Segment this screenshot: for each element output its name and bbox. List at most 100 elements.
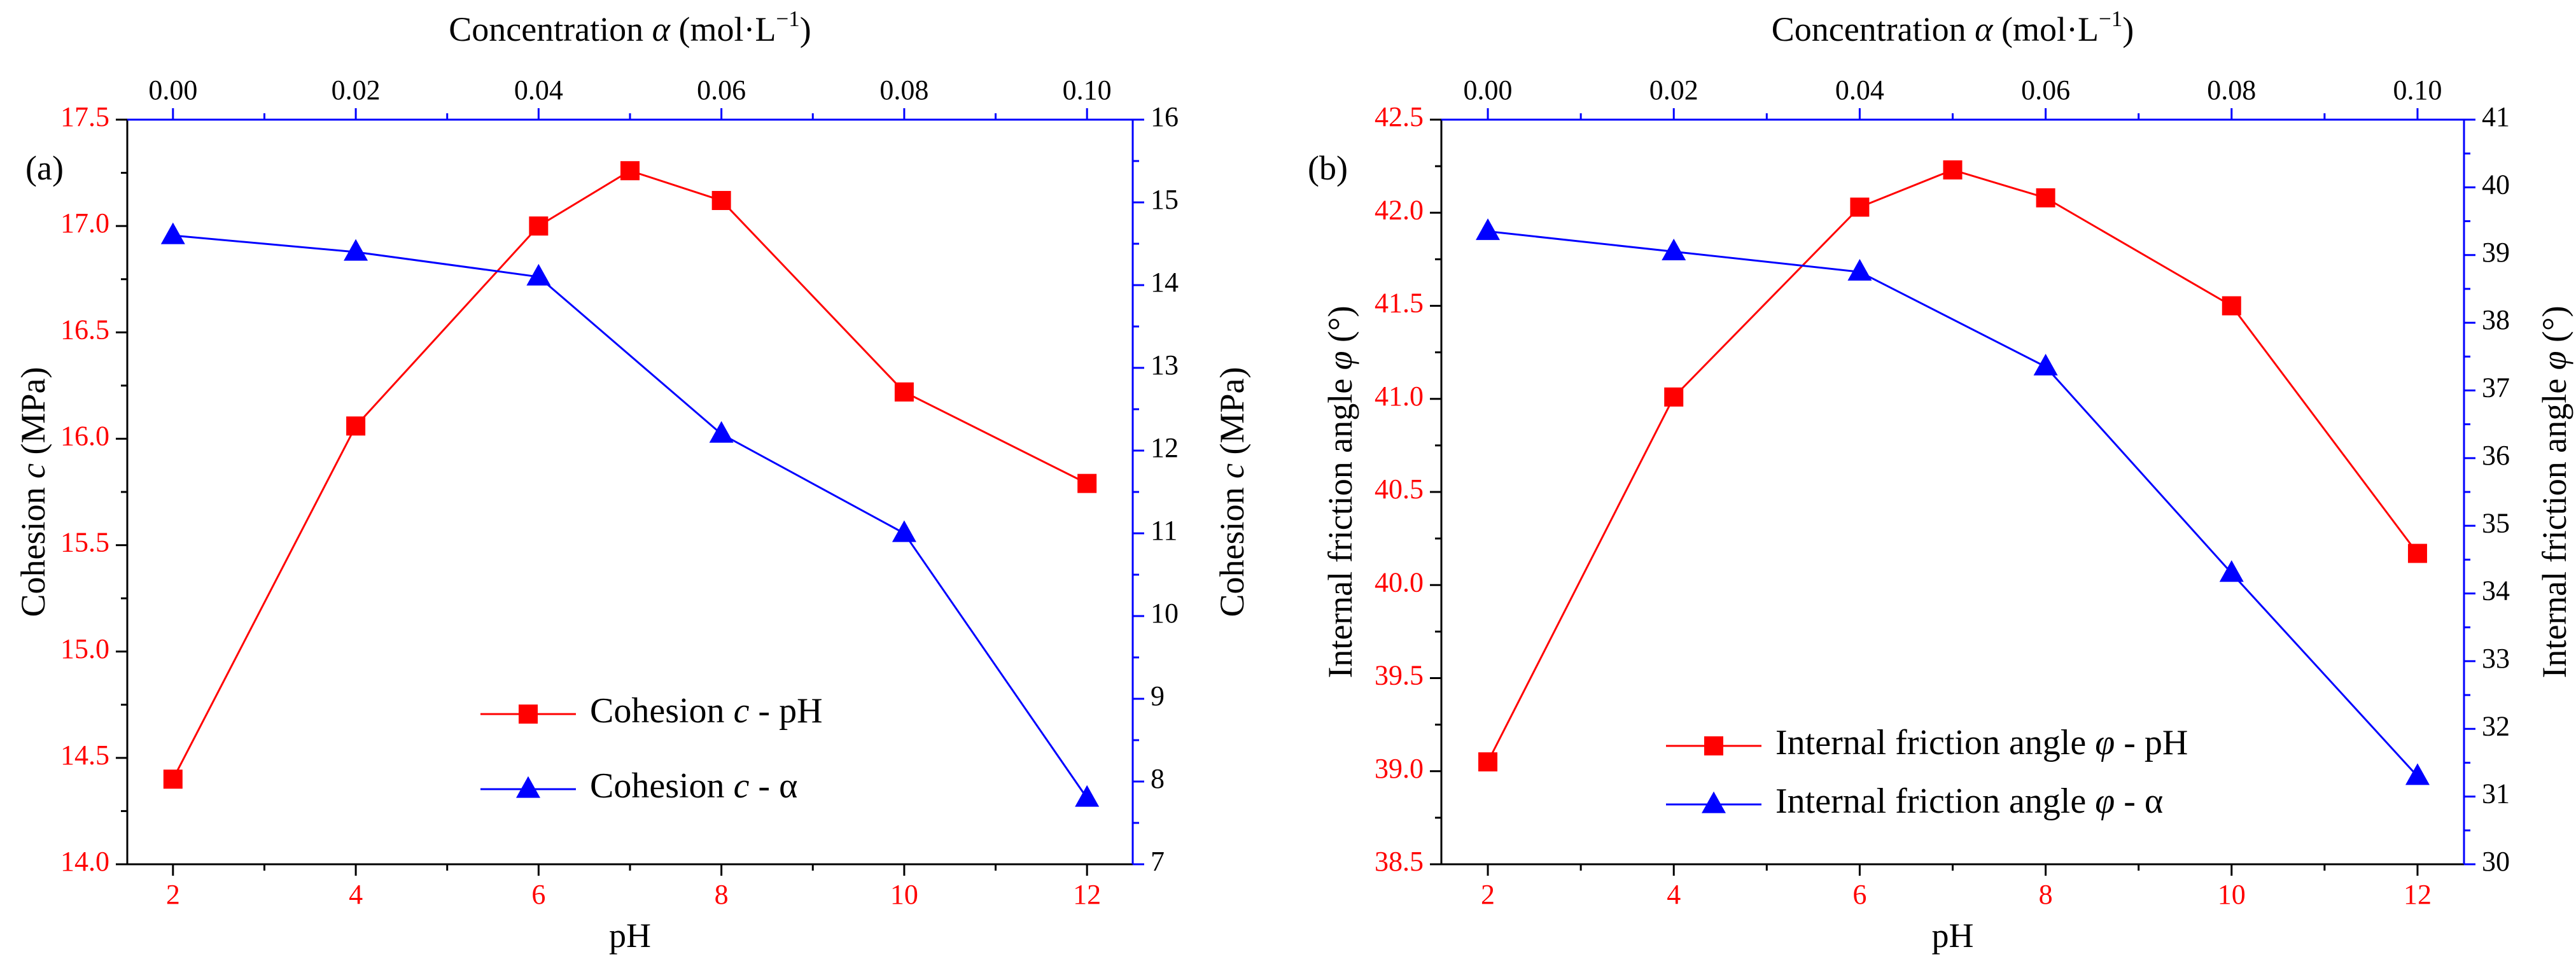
legend-label-prefix: Cohesion <box>590 766 734 806</box>
x-tick-label: 8 <box>715 879 729 910</box>
x2-tick-label: 0.06 <box>2021 74 2070 106</box>
x-tick-label: 2 <box>1481 879 1495 910</box>
x-tick-label: 4 <box>1667 879 1681 910</box>
x2-axis-title-close: ) <box>800 10 811 48</box>
series-line-alpha <box>1487 230 2419 777</box>
y2-axis-title: Cohesion c (MPa) <box>1213 367 1251 617</box>
y2-tick-label: 41 <box>2482 101 2510 132</box>
y-tick-label: 41.5 <box>1375 288 1424 319</box>
y2-tick-label: 36 <box>2482 440 2510 471</box>
y-axis-title-symbol: c <box>14 463 52 479</box>
x-tick-label: 10 <box>2218 879 2246 910</box>
x2-axis-title-symbol: α <box>1975 10 1994 48</box>
data-point-square <box>1077 473 1097 493</box>
legend-label-prefix: Internal friction angle <box>1775 782 2095 821</box>
y2-tick-label: 8 <box>1151 763 1165 794</box>
x2-axis-title-close: ) <box>2122 10 2134 48</box>
legend-label-suffix: - α <box>749 766 797 806</box>
data-point-square <box>529 216 549 236</box>
data-point-triangle <box>1662 239 1686 261</box>
data-point-square <box>2036 188 2055 207</box>
y2-tick-label: 30 <box>2482 846 2510 877</box>
y-axis-title: Internal friction angle φ (°) <box>1321 305 1359 678</box>
y2-tick-label: 33 <box>2482 643 2510 674</box>
data-point-square <box>2407 544 2427 563</box>
data-point-triangle <box>344 239 368 261</box>
y2-tick-label: 12 <box>1151 432 1179 463</box>
panel-label: (a) <box>25 149 64 187</box>
data-point-square <box>894 382 914 402</box>
legend-marker <box>1704 736 1723 755</box>
data-point-square <box>2222 296 2241 316</box>
x2-tick-label: 0.00 <box>148 74 197 106</box>
y2-tick-label: 37 <box>2482 372 2510 403</box>
data-point-triangle <box>2219 560 2244 582</box>
y2-axis-title-suffix: (°) <box>2535 305 2573 351</box>
y2-tick-label: 14 <box>1151 267 1179 298</box>
data-point-triangle <box>892 520 916 542</box>
y-tick-label: 17.0 <box>60 207 109 239</box>
data-point-triangle <box>1847 258 1872 281</box>
chart-panel-a: 2 4 6 8 10 12 0.00 0.02 0.04 0.06 0.08 0.10 14.0 14.5… <box>14 6 1251 955</box>
x-axis-title: pH <box>1932 916 1974 955</box>
data-point-square <box>1478 752 1498 772</box>
data-point-triangle <box>2405 763 2430 785</box>
y2-tick-label: 11 <box>1151 515 1177 546</box>
y2-tick-label: 16 <box>1151 101 1179 132</box>
series-line-ph <box>1487 169 2419 762</box>
x2-axis-title: Concentration α (mol·L−1) <box>449 6 811 49</box>
series-line-ph <box>172 169 1088 780</box>
legend-label-prefix: Cohesion <box>590 691 734 731</box>
data-point-square <box>1664 387 1684 407</box>
legend-label: Internal friction angle φ - pH <box>1775 723 2188 762</box>
x2-tick-label: 0.04 <box>1835 74 1884 106</box>
y2-axis-title-symbol: c <box>1213 463 1251 479</box>
y2-axis-title: Internal friction angle φ (°) <box>2535 305 2573 678</box>
x-tick-label: 2 <box>166 879 180 910</box>
x2-tick-label: 0.02 <box>332 74 381 106</box>
y-tick-label: 15.5 <box>60 527 109 558</box>
y2-tick-label: 32 <box>2482 710 2510 741</box>
y-tick-label: 14.0 <box>60 846 109 877</box>
panel-label: (b) <box>1308 149 1348 187</box>
x2-axis-title-suffix: (mol·L <box>670 10 776 48</box>
y-tick-label: 39.5 <box>1375 660 1424 691</box>
y2-tick-label: 35 <box>2482 507 2510 538</box>
legend-marker <box>1702 791 1726 813</box>
data-point-square <box>711 191 731 211</box>
y2-tick-label: 7 <box>1151 846 1165 877</box>
x2-axis-title-symbol: α <box>652 10 671 48</box>
data-point-triangle <box>160 222 185 244</box>
y-tick-label: 17.5 <box>60 101 109 132</box>
x2-axis-title-superscript: −1 <box>2099 6 2122 31</box>
data-point-triangle <box>526 263 551 286</box>
y2-axis-title-suffix: (MPa) <box>1213 367 1251 463</box>
legend-label-symbol: c <box>734 766 750 806</box>
data-point-triangle <box>709 421 734 443</box>
x2-axis-title-prefix: Concentration <box>1772 10 1975 48</box>
legend-label-suffix: - pH <box>2115 723 2188 762</box>
x-tick-label: 8 <box>2039 879 2053 910</box>
y-tick-label: 15.0 <box>60 633 109 664</box>
x2-axis-title: Concentration α (mol·L−1) <box>1772 6 2134 49</box>
legend-marker <box>516 776 540 798</box>
y2-axis-title-prefix: Internal friction angle <box>2535 370 2573 678</box>
y2-axis-title-prefix: Cohesion <box>1213 479 1251 617</box>
x-tick-label: 4 <box>349 879 363 910</box>
y-axis-title-suffix: (MPa) <box>14 367 52 463</box>
series-line-alpha <box>172 234 1088 799</box>
x2-tick-label: 0.02 <box>1649 74 1698 106</box>
y-tick-label: 42.0 <box>1375 194 1424 225</box>
legend-label-suffix: - α <box>2115 782 2163 821</box>
x2-tick-label: 0.08 <box>879 74 928 106</box>
y-tick-label: 16.5 <box>60 314 109 345</box>
y-axis-title-symbol: φ <box>1321 351 1359 370</box>
x-tick-label: 6 <box>1852 879 1866 910</box>
legend-label-symbol: c <box>734 691 750 731</box>
legend-label-suffix: - pH <box>749 691 822 731</box>
legend-label-symbol: φ <box>2095 782 2115 821</box>
y-tick-label: 41.0 <box>1375 381 1424 412</box>
y-axis-title: Cohesion c (MPa) <box>14 367 52 617</box>
data-point-square <box>1850 197 1870 217</box>
